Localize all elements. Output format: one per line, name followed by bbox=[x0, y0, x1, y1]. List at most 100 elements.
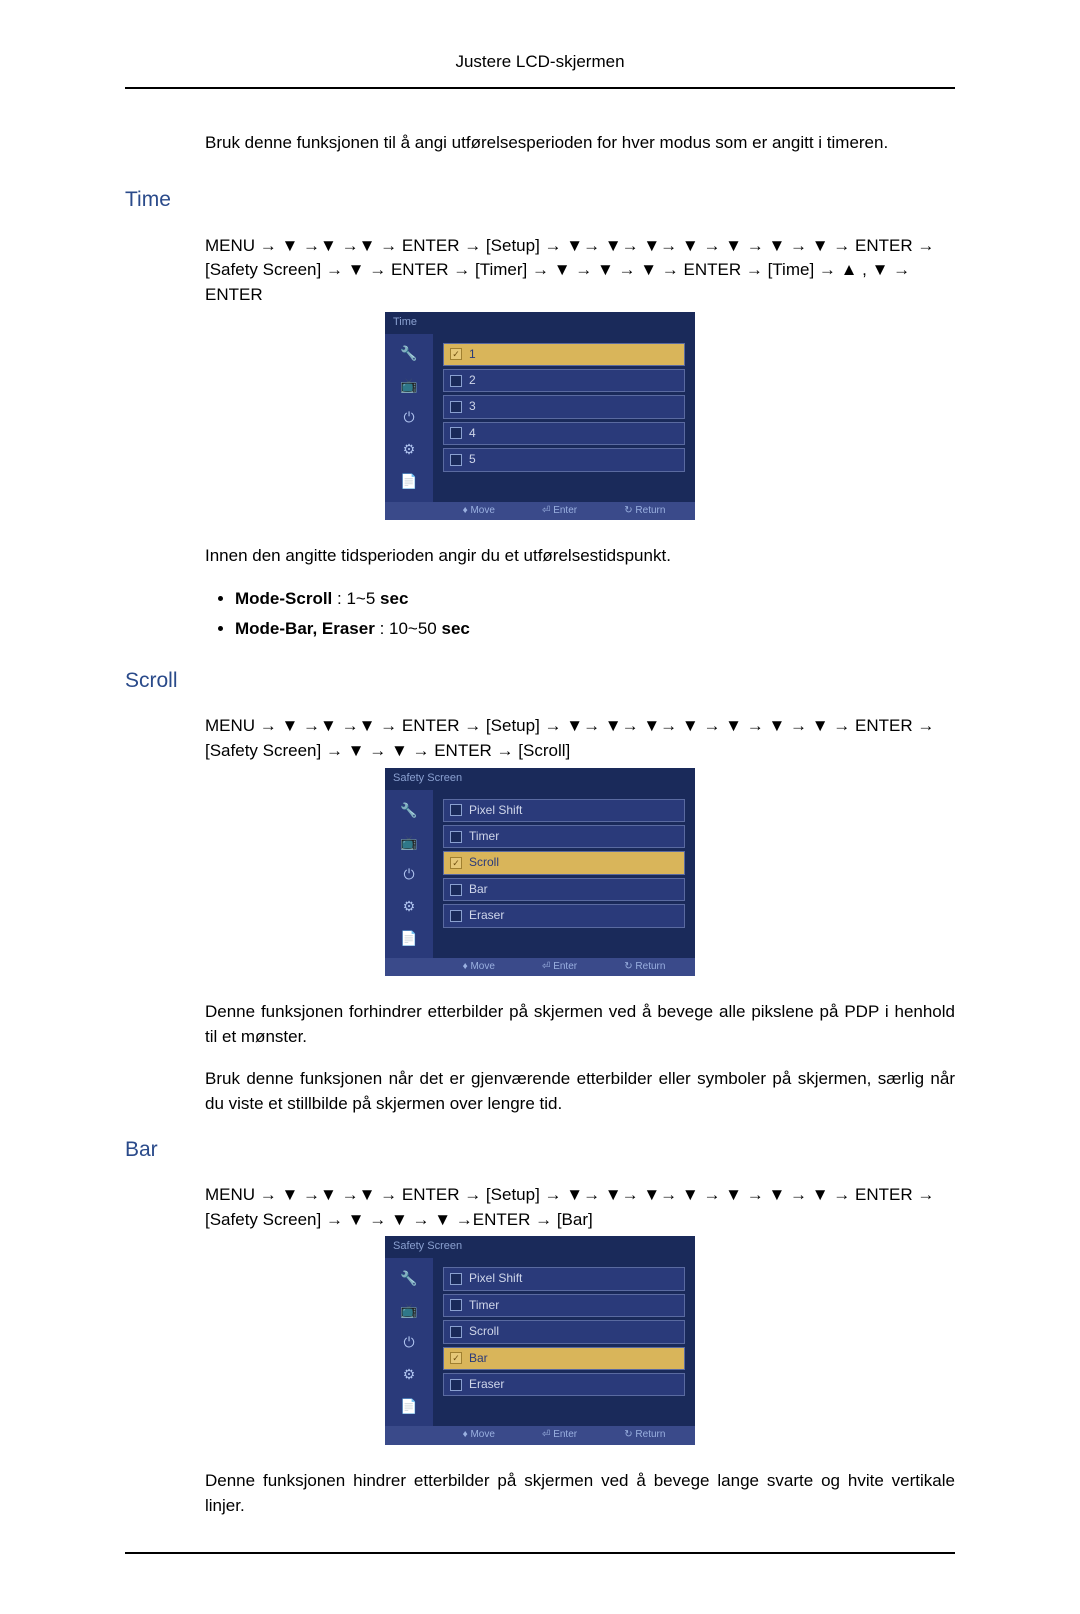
osd-side-icon: ⏻ bbox=[391, 1328, 427, 1356]
nav-path-bar: MENU → ▼ →▼ →▼ → ENTER → [Setup] → ▼→ ▼→… bbox=[205, 1183, 955, 1232]
osd-footer-items: ♦ Move ⏎ Enter ↻ Return bbox=[433, 1428, 695, 1443]
osd-footer-return: ↻ Return bbox=[624, 960, 665, 975]
osd-item-label: Pixel Shift bbox=[469, 802, 522, 819]
osd-side-icon: 📺 bbox=[391, 372, 427, 400]
nav-path-time: MENU → ▼ →▼ →▼ → ENTER → [Setup] → ▼→ ▼→… bbox=[205, 234, 955, 308]
osd-item[interactable]: Scroll bbox=[443, 1320, 685, 1343]
osd-side-icon: ⚙ bbox=[391, 1360, 427, 1388]
osd-item[interactable]: Bar bbox=[443, 878, 685, 901]
bullet-bar-b2: sec bbox=[441, 619, 469, 638]
osd-scroll-icons: 🔧📺⏻⚙📄 bbox=[385, 790, 433, 958]
osd-item-label: Timer bbox=[469, 828, 499, 845]
osd-bar-icons: 🔧📺⏻⚙📄 bbox=[385, 1258, 433, 1426]
scroll-after1: Denne funksjonen forhindrer etterbilder … bbox=[205, 1000, 955, 1049]
osd-footer-enter: ⏎ Enter bbox=[542, 960, 577, 975]
osd-item[interactable]: 4 bbox=[443, 422, 685, 445]
osd-bar: Safety Screen 🔧📺⏻⚙📄 Pixel ShiftTimerScro… bbox=[385, 1236, 695, 1444]
osd-footer-move: ♦ Move bbox=[463, 504, 495, 519]
osd-time-footer: ♦ Move ⏎ Enter ↻ Return bbox=[385, 502, 695, 521]
osd-item-check-icon bbox=[450, 804, 462, 816]
osd-item-check-icon: ✓ bbox=[450, 1352, 462, 1364]
bullet-scroll-b: Mode-Scroll bbox=[235, 589, 332, 608]
osd-item[interactable]: ✓1 bbox=[443, 343, 685, 366]
section-title-scroll: Scroll bbox=[125, 666, 955, 696]
osd-item-check-icon bbox=[450, 910, 462, 922]
osd-item-check-icon: ✓ bbox=[450, 348, 462, 360]
osd-scroll-title: Safety Screen bbox=[385, 768, 695, 790]
osd-time-wrap: Time 🔧📺⏻⚙📄 ✓12345 ♦ Move ⏎ Enter ↻ Retur… bbox=[125, 312, 955, 520]
osd-item-check-icon bbox=[450, 1299, 462, 1311]
bullet-bar-eraser: Mode-Bar, Eraser : 10~50 sec bbox=[235, 617, 955, 642]
scroll-after2: Bruk denne funksjonen når det er gjenvær… bbox=[205, 1067, 955, 1116]
osd-item-label: Timer bbox=[469, 1297, 499, 1314]
osd-side-icon: ⏻ bbox=[391, 860, 427, 888]
page-header: Justere LCD-skjermen bbox=[125, 50, 955, 89]
osd-footer-items: ♦ Move ⏎ Enter ↻ Return bbox=[433, 504, 695, 519]
osd-item[interactable]: 2 bbox=[443, 369, 685, 392]
bullet-scroll-rest: : 1~5 bbox=[332, 589, 380, 608]
osd-bar-title: Safety Screen bbox=[385, 1236, 695, 1258]
osd-footer-enter: ⏎ Enter bbox=[542, 504, 577, 519]
osd-time-items: ✓12345 bbox=[433, 334, 695, 502]
osd-scroll-body: 🔧📺⏻⚙📄 Pixel ShiftTimer✓ScrollBarEraser bbox=[385, 790, 695, 958]
osd-scroll-items: Pixel Shift Timer ✓Scroll Bar Eraser bbox=[433, 790, 695, 958]
osd-time-title: Time bbox=[385, 312, 695, 334]
osd-side-icon: 📄 bbox=[391, 468, 427, 496]
osd-side-icon: 📺 bbox=[391, 1296, 427, 1324]
bullet-bar-rest: : 10~50 bbox=[375, 619, 442, 638]
osd-bar-items: Pixel Shift Timer Scroll ✓ Bar Eraser bbox=[433, 1258, 695, 1426]
osd-time-icons: 🔧📺⏻⚙📄 bbox=[385, 334, 433, 502]
osd-item[interactable]: 5 bbox=[443, 448, 685, 471]
osd-footer-enter: ⏎ Enter bbox=[542, 1428, 577, 1443]
time-after-text: Innen den angitte tidsperioden angir du … bbox=[205, 544, 955, 569]
osd-item[interactable]: Timer bbox=[443, 825, 685, 848]
osd-item[interactable]: Pixel Shift bbox=[443, 1267, 685, 1290]
osd-item-label: 3 bbox=[469, 398, 476, 415]
osd-item-label: 1 bbox=[469, 346, 476, 363]
osd-item-label: Scroll bbox=[469, 854, 499, 871]
osd-item-label: 2 bbox=[469, 372, 476, 389]
osd-footer-items: ♦ Move ⏎ Enter ↻ Return bbox=[433, 960, 695, 975]
osd-item-check-icon bbox=[450, 427, 462, 439]
osd-time-body: 🔧📺⏻⚙📄 ✓12345 bbox=[385, 334, 695, 502]
osd-side-icon: ⚙ bbox=[391, 436, 427, 464]
osd-side-icon: 🔧 bbox=[391, 1264, 427, 1292]
osd-item[interactable]: Eraser bbox=[443, 1373, 685, 1396]
osd-item[interactable]: ✓ Bar bbox=[443, 1347, 685, 1370]
osd-item[interactable]: Timer bbox=[443, 1294, 685, 1317]
osd-scroll: Safety Screen 🔧📺⏻⚙📄 Pixel ShiftTimer✓Scr… bbox=[385, 768, 695, 976]
osd-item-check-icon bbox=[450, 1273, 462, 1285]
osd-side-icon: 🔧 bbox=[391, 796, 427, 824]
osd-item-check-icon bbox=[450, 1326, 462, 1338]
osd-item[interactable]: 3 bbox=[443, 395, 685, 418]
osd-bar-body: 🔧📺⏻⚙📄 Pixel ShiftTimerScroll✓BarEraser bbox=[385, 1258, 695, 1426]
osd-scroll-wrap: Safety Screen 🔧📺⏻⚙📄 Pixel ShiftTimer✓Scr… bbox=[125, 768, 955, 976]
osd-item-label: Eraser bbox=[469, 907, 504, 924]
osd-item[interactable]: ✓Scroll bbox=[443, 851, 685, 874]
osd-item-check-icon bbox=[450, 454, 462, 466]
bullet-scroll: Mode-Scroll : 1~5 sec bbox=[235, 587, 955, 612]
osd-item-label: 5 bbox=[469, 451, 476, 468]
osd-item-label: 4 bbox=[469, 425, 476, 442]
osd-item-check-icon bbox=[450, 1379, 462, 1391]
intro-text: Bruk denne funksjonen til å angi utførel… bbox=[205, 131, 955, 156]
osd-item-check-icon bbox=[450, 375, 462, 387]
page: Justere LCD-skjermen Bruk denne funksjon… bbox=[0, 0, 1080, 1614]
bar-after: Denne funksjonen hindrer etterbilder på … bbox=[205, 1469, 955, 1518]
osd-footer-return: ↻ Return bbox=[624, 1428, 665, 1443]
osd-bar-wrap: Safety Screen 🔧📺⏻⚙📄 Pixel ShiftTimerScro… bbox=[125, 1236, 955, 1444]
osd-footer-spacer bbox=[385, 504, 433, 519]
osd-footer-spacer bbox=[385, 1428, 433, 1443]
osd-item-label: Pixel Shift bbox=[469, 1270, 522, 1287]
osd-item[interactable]: Eraser bbox=[443, 904, 685, 927]
osd-bar-footer: ♦ Move ⏎ Enter ↻ Return bbox=[385, 1426, 695, 1445]
osd-scroll-footer: ♦ Move ⏎ Enter ↻ Return bbox=[385, 958, 695, 977]
osd-footer-spacer bbox=[385, 960, 433, 975]
osd-item-check-icon bbox=[450, 401, 462, 413]
osd-side-icon: ⚙ bbox=[391, 892, 427, 920]
time-bullets: Mode-Scroll : 1~5 sec Mode-Bar, Eraser :… bbox=[235, 587, 955, 642]
osd-item-label: Bar bbox=[469, 1350, 488, 1367]
osd-item[interactable]: Pixel Shift bbox=[443, 799, 685, 822]
osd-item-label: Scroll bbox=[469, 1323, 499, 1340]
footer-rule bbox=[125, 1552, 955, 1554]
